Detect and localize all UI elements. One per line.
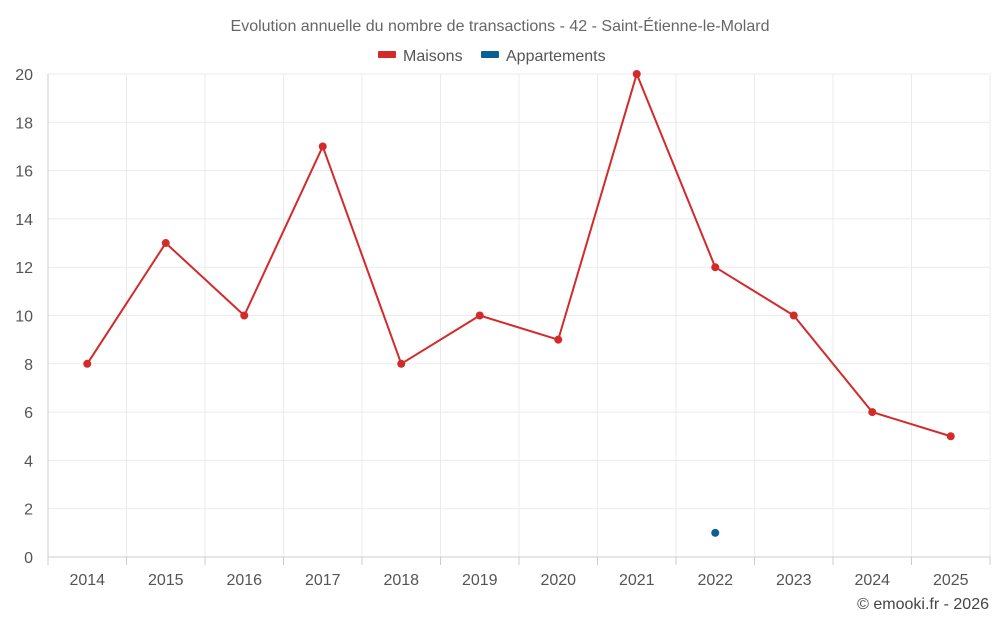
legend-item-maisons[interactable]: Maisons [378,48,463,65]
series-line-maisons [86,73,952,438]
legend-item-appartements[interactable]: Appartements [481,48,606,65]
x-tick-label: 2018 [383,572,419,589]
chart-title: Evolution annuelle du nombre de transact… [231,16,770,35]
data-point-maisons[interactable] [83,359,92,368]
data-point-maisons[interactable] [554,335,563,344]
data-point-maisons[interactable] [318,142,327,151]
y-tick-label: 2 [24,502,33,519]
x-tick-label: 2015 [148,572,184,589]
data-point-appartements[interactable] [711,528,720,537]
data-point-maisons[interactable] [946,432,955,441]
y-tick-label: 10 [15,309,33,326]
y-tick-label: 20 [15,67,33,84]
data-point-maisons[interactable] [789,311,798,320]
x-tick-label: 2017 [305,572,341,589]
data-point-maisons[interactable] [868,408,877,417]
x-tick-label: 2022 [697,572,733,589]
data-point-maisons[interactable] [632,70,641,78]
gridlines [48,73,991,557]
y-tick-label: 12 [15,260,33,277]
series [83,70,955,537]
x-tick-label: 2025 [933,572,969,589]
data-point-maisons[interactable] [161,239,170,248]
credit-text: © emooki.fr - 2026 [857,596,989,613]
y-tick-label: 8 [24,357,33,374]
x-tick-label: 2023 [776,572,812,589]
data-point-maisons[interactable] [711,263,720,272]
x-tick-label: 2019 [462,572,498,589]
legend-label-maisons: Maisons [403,48,463,65]
x-tick-label: 2024 [854,572,890,589]
y-tick-label: 18 [15,115,33,132]
y-tick-label: 0 [24,550,33,567]
x-tick-label: 2016 [226,572,262,589]
data-point-maisons[interactable] [240,311,249,320]
x-tick-label: 2014 [69,572,105,589]
legend: Maisons Appartements [378,48,606,65]
x-tick-label: 2021 [619,572,655,589]
y-tick-label: 14 [15,212,33,229]
data-point-maisons[interactable] [475,311,484,320]
x-tick-label: 2020 [540,572,576,589]
y-axis-ticks: 0 2 4 6 8 10 12 14 16 18 20 [15,67,33,567]
legend-swatch-appartements [481,51,499,58]
x-axis-ticks: 2014 2015 2016 2017 2018 2019 2020 2021 2022 2023… [47,557,991,589]
y-tick-label: 6 [24,405,33,422]
legend-swatch-maisons [378,51,396,58]
y-tick-label: 4 [24,453,33,470]
legend-label-appartements: Appartements [506,48,606,65]
data-point-maisons[interactable] [397,359,406,368]
y-tick-label: 16 [15,164,33,181]
